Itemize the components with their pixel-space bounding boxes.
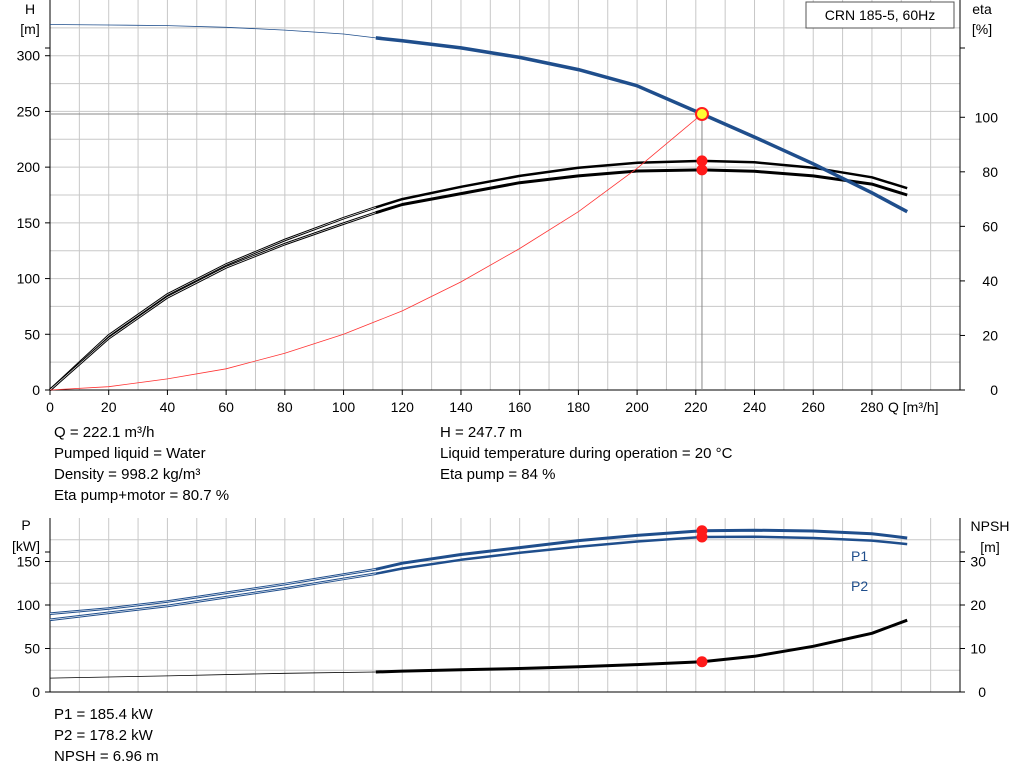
p2-duty-point bbox=[696, 531, 708, 543]
eta-total-curve-thin-inner bbox=[49, 212, 376, 391]
head-curve-thin bbox=[49, 24, 376, 39]
power-tick-label: 150 bbox=[17, 554, 41, 570]
operating-point-markers bbox=[50, 106, 709, 668]
eta-tick-label: 40 bbox=[982, 273, 998, 289]
npsh-curve-thick bbox=[375, 618, 908, 674]
head-duty-point bbox=[694, 106, 709, 121]
x-tick-label: 60 bbox=[218, 399, 234, 415]
npsh-tick-label: 20 bbox=[970, 597, 986, 613]
top-chart-curves bbox=[49, 24, 909, 391]
info-pumped-liquid: Pumped liquid = Water bbox=[54, 445, 206, 462]
info-npsh: NPSH = 6.96 m bbox=[54, 748, 159, 765]
eta-total-duty-point bbox=[696, 164, 708, 176]
info-p2: P2 = 178.2 kW bbox=[54, 727, 153, 744]
x-tick-label: 120 bbox=[391, 399, 415, 415]
top-info-column-2: H = 247.7 m Liquid temperature during op… bbox=[440, 422, 732, 485]
x-tick-label: 260 bbox=[802, 399, 826, 415]
head-tick-label: 250 bbox=[17, 103, 41, 119]
info-eta-pump-motor: Eta pump+motor = 80.7 % bbox=[54, 487, 230, 504]
chart-title-box bbox=[805, 1, 955, 29]
head-tick-label: 150 bbox=[17, 215, 41, 231]
info-head: H = 247.7 m bbox=[440, 424, 523, 441]
flow-axis-label: Q [m³/h] bbox=[888, 399, 939, 415]
eta-pump-curve-thin-inner bbox=[49, 207, 376, 391]
x-tick-label: 80 bbox=[277, 399, 293, 415]
x-tick-label: 140 bbox=[449, 399, 473, 415]
npsh-tick-label: 30 bbox=[970, 554, 986, 570]
x-tick-label: 220 bbox=[684, 399, 708, 415]
p1-curve-thick bbox=[375, 528, 908, 571]
bottom-info: P1 = 185.4 kW P2 = 178.2 kW NPSH = 6.96 … bbox=[54, 704, 159, 767]
head-curve-thick bbox=[375, 36, 909, 214]
eta-axis-label-line1: eta bbox=[972, 1, 992, 17]
head-tick-label: 50 bbox=[24, 326, 40, 342]
bottom-chart-ticks: 0 50 100 150 0 10 20 30 bbox=[17, 551, 986, 700]
power-tick-label: 50 bbox=[24, 641, 40, 657]
eta-tick-label: 0 bbox=[990, 382, 998, 398]
info-density: Density = 998.2 kg/m³ bbox=[54, 466, 201, 483]
eta-pump-duty-point bbox=[696, 155, 708, 167]
head-tick-label: 300 bbox=[17, 48, 41, 64]
npsh-axis-label-line1: NPSH bbox=[971, 518, 1010, 534]
bottom-chart-curves bbox=[49, 528, 908, 679]
head-tick-label: 200 bbox=[17, 159, 41, 175]
npsh-curve-thin bbox=[49, 671, 376, 679]
p1-curve-thin-inner bbox=[49, 569, 376, 614]
top-chart-grid bbox=[49, 0, 961, 391]
x-tick-label: 280 bbox=[860, 399, 884, 415]
head-axis-label-line2: [m] bbox=[20, 21, 39, 37]
x-tick-label: 100 bbox=[332, 399, 356, 415]
power-axis-label-line2: [kW] bbox=[12, 538, 40, 554]
p2-curve-thin-inner bbox=[49, 573, 376, 621]
top-chart-ticks: 0 20 40 60 80 100 120 140 160 180 200 220 240 260 2800… bbox=[17, 47, 999, 415]
eta-tick-label: 80 bbox=[982, 164, 998, 180]
p1-curve-thin-outer bbox=[49, 568, 377, 615]
eta-tick-label: 60 bbox=[982, 218, 998, 234]
p2-curve-thick bbox=[375, 535, 908, 575]
info-eta-pump: Eta pump = 84 % bbox=[440, 466, 556, 483]
x-tick-label: 40 bbox=[160, 399, 176, 415]
series-label-p1: P1 bbox=[851, 548, 868, 564]
series-label-p2: P2 bbox=[851, 578, 868, 594]
x-tick-label: 0 bbox=[46, 399, 54, 415]
eta-pump-curve-thick bbox=[375, 159, 908, 209]
eta-total-curve-thin-outer bbox=[49, 211, 377, 391]
system-curve bbox=[49, 113, 703, 391]
eta-axis-label-line2: [%] bbox=[972, 21, 992, 37]
npsh-tick-label: 0 bbox=[978, 684, 986, 700]
x-tick-label: 200 bbox=[625, 399, 649, 415]
power-tick-label: 100 bbox=[17, 597, 41, 613]
p2-curve-thin-outer bbox=[49, 572, 377, 622]
head-tick-label: 0 bbox=[32, 382, 40, 398]
chart-title: CRN 185-5, 60Hz bbox=[825, 7, 936, 23]
npsh-duty-point bbox=[696, 656, 708, 668]
head-tick-label: 100 bbox=[17, 271, 41, 287]
x-tick-label: 180 bbox=[567, 399, 591, 415]
power-axis-label-line1: P bbox=[21, 517, 30, 533]
x-tick-label: 20 bbox=[101, 399, 117, 415]
power-tick-label: 0 bbox=[32, 684, 40, 700]
eta-tick-label: 20 bbox=[982, 327, 998, 343]
info-liquid-temperature: Liquid temperature during operation = 20… bbox=[440, 445, 733, 462]
npsh-axis-label-line2: [m] bbox=[980, 539, 999, 555]
info-flow: Q = 222.1 m³/h bbox=[54, 424, 155, 441]
eta-tick-label: 100 bbox=[975, 109, 999, 125]
eta-total-curve-thick bbox=[375, 168, 908, 215]
x-tick-label: 240 bbox=[743, 399, 767, 415]
x-tick-label: 160 bbox=[508, 399, 532, 415]
info-p1: P1 = 185.4 kW bbox=[54, 706, 153, 723]
npsh-tick-label: 10 bbox=[970, 641, 986, 657]
bottom-chart-grid bbox=[49, 518, 961, 693]
top-info-column-1: Q = 222.1 m³/h Pumped liquid = Water Den… bbox=[54, 422, 229, 506]
head-axis-label-line1: H bbox=[25, 1, 35, 17]
